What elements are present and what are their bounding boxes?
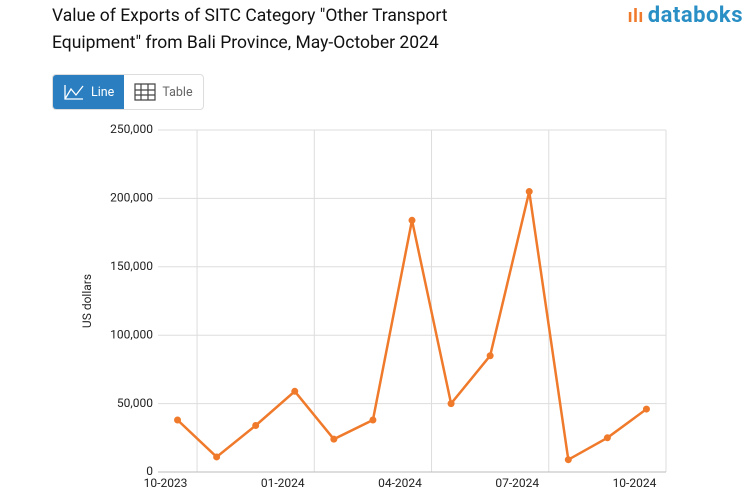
button-label: Table	[162, 84, 193, 100]
point	[564, 456, 572, 464]
x-tick-label: 07-2024	[495, 476, 539, 490]
table-button[interactable]: Table	[124, 75, 202, 109]
x-tick-label: 04-2024	[378, 476, 422, 490]
series-line	[176, 191, 648, 462]
point	[486, 352, 494, 360]
view-toggle: Line Table	[52, 74, 204, 110]
point	[174, 416, 182, 424]
point	[252, 421, 260, 429]
point	[603, 434, 611, 442]
point	[642, 405, 650, 413]
y-axis-label: US dollars	[80, 274, 94, 328]
button-label: Line	[91, 84, 115, 100]
point	[291, 387, 299, 395]
line-icon	[64, 85, 84, 100]
point	[408, 216, 416, 224]
y-tick-label: 150,000	[110, 259, 153, 273]
y-tick-label: 100,000	[110, 327, 153, 341]
point	[369, 416, 377, 424]
x-tick-label: 10-2024	[613, 476, 657, 490]
x-tick-label: 10-2023	[144, 476, 188, 490]
y-tick-label: 200,000	[110, 191, 153, 205]
point	[330, 435, 338, 443]
line-button[interactable]: Line	[53, 75, 125, 109]
chart-title: Value of Exports of SITC Category "Other…	[52, 6, 448, 53]
table-icon	[134, 83, 156, 101]
point	[447, 400, 455, 408]
point	[213, 453, 221, 461]
x-tick-label: 01-2024	[261, 476, 305, 490]
y-tick-label: 50,000	[117, 396, 153, 410]
point	[525, 188, 533, 196]
y-tick-label: 250,000	[110, 122, 153, 136]
logo-text: databoks	[647, 3, 743, 28]
logo[interactable]: ılı databoks	[627, 3, 743, 28]
y-tick-label: 0	[146, 464, 153, 478]
